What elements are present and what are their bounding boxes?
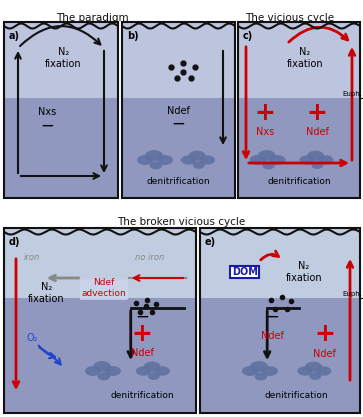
Ellipse shape — [254, 372, 267, 380]
Ellipse shape — [258, 150, 276, 161]
Text: a): a) — [9, 31, 20, 41]
Bar — [4, 228, 196, 413]
Text: Euph.: Euph. — [342, 291, 362, 297]
Text: N₂
fixation: N₂ fixation — [286, 261, 322, 283]
Ellipse shape — [200, 155, 215, 165]
Ellipse shape — [318, 155, 334, 165]
Text: denitrification: denitrification — [267, 176, 331, 186]
Bar — [4, 22, 118, 98]
Ellipse shape — [189, 151, 206, 161]
Text: The broken vicious cycle: The broken vicious cycle — [117, 217, 245, 227]
Text: Ndef: Ndef — [131, 348, 154, 358]
Bar — [238, 22, 360, 198]
Ellipse shape — [157, 155, 173, 165]
Text: +: + — [132, 322, 153, 346]
Text: d): d) — [9, 237, 20, 247]
Text: Ndef: Ndef — [313, 349, 336, 359]
Text: N₂
fixation: N₂ fixation — [287, 47, 323, 69]
Text: N₂
fixation: N₂ fixation — [28, 282, 65, 304]
Ellipse shape — [148, 372, 160, 380]
Text: Euph.: Euph. — [342, 90, 362, 97]
Ellipse shape — [262, 161, 275, 169]
Text: denitrification: denitrification — [110, 390, 174, 399]
Ellipse shape — [145, 150, 163, 161]
Ellipse shape — [193, 161, 205, 169]
Bar — [122, 98, 235, 198]
Text: Ndef: Ndef — [167, 106, 190, 116]
Ellipse shape — [269, 155, 286, 165]
Ellipse shape — [143, 362, 160, 372]
Ellipse shape — [316, 366, 331, 376]
Bar — [4, 22, 118, 198]
Text: +: + — [307, 100, 328, 125]
Text: −: − — [135, 307, 149, 325]
Bar — [200, 298, 360, 413]
Ellipse shape — [137, 155, 153, 165]
Ellipse shape — [85, 366, 101, 376]
Ellipse shape — [181, 155, 196, 165]
Ellipse shape — [297, 366, 313, 376]
Ellipse shape — [150, 161, 162, 169]
Bar — [4, 98, 118, 198]
Text: Ndef: Ndef — [261, 331, 284, 341]
Bar — [200, 228, 360, 298]
Text: N₂
fixation: N₂ fixation — [45, 47, 82, 69]
Ellipse shape — [250, 361, 268, 372]
Ellipse shape — [155, 366, 170, 376]
Ellipse shape — [105, 366, 121, 376]
Ellipse shape — [307, 151, 324, 161]
Text: DOM: DOM — [232, 267, 258, 277]
Ellipse shape — [309, 372, 321, 380]
Text: Ndef: Ndef — [306, 127, 329, 137]
Bar — [4, 298, 196, 413]
Text: no iron: no iron — [135, 253, 164, 262]
Bar — [4, 228, 196, 298]
Text: Nxs: Nxs — [256, 127, 274, 137]
Ellipse shape — [93, 361, 111, 372]
Text: −: − — [172, 115, 185, 133]
Text: e): e) — [205, 237, 216, 247]
Bar — [200, 228, 360, 413]
Text: denitrification: denitrification — [264, 390, 328, 399]
Text: c): c) — [243, 31, 253, 41]
Text: Ndef
advection: Ndef advection — [81, 278, 126, 298]
Text: +: + — [314, 322, 335, 346]
Text: −: − — [265, 307, 279, 325]
Text: −: − — [40, 117, 54, 135]
Ellipse shape — [299, 155, 315, 165]
Ellipse shape — [305, 362, 322, 372]
Text: b): b) — [127, 31, 139, 41]
Ellipse shape — [262, 366, 278, 376]
Ellipse shape — [98, 372, 110, 380]
Ellipse shape — [136, 366, 151, 376]
Bar — [122, 22, 235, 198]
Ellipse shape — [242, 366, 258, 376]
Text: The vicious cycle: The vicious cycle — [245, 13, 335, 23]
Text: +: + — [254, 100, 275, 125]
Text: Nxs: Nxs — [38, 107, 56, 117]
Bar — [238, 98, 360, 198]
Text: denitrification: denitrification — [147, 176, 210, 186]
Bar — [238, 22, 360, 98]
Text: O₂: O₂ — [26, 333, 38, 343]
Ellipse shape — [311, 161, 323, 169]
Text: iron: iron — [24, 253, 40, 262]
Text: The paradigm: The paradigm — [56, 13, 128, 23]
Bar — [122, 22, 235, 98]
Ellipse shape — [250, 155, 266, 165]
